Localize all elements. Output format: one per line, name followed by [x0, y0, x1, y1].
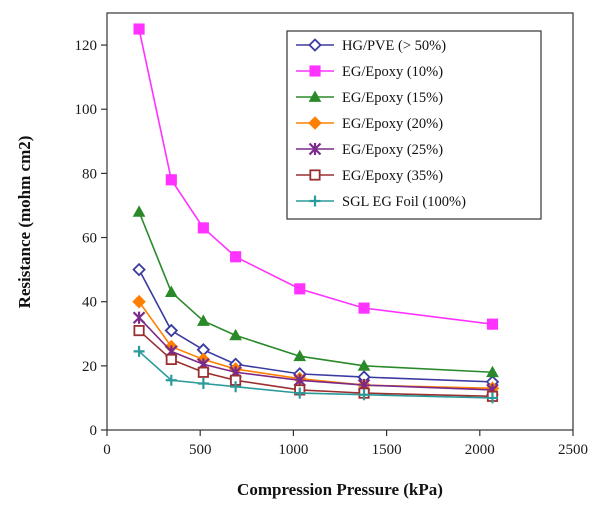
data-point — [164, 323, 179, 338]
data-point — [165, 353, 177, 366]
data-point — [486, 365, 499, 378]
series — [132, 205, 499, 378]
legend-item: EG/Epoxy (25%) — [296, 142, 443, 158]
data-point — [308, 38, 322, 52]
y-tick-label: 60 — [82, 231, 97, 247]
asterisk-strokes — [132, 311, 146, 325]
x-tick-label: 0 — [103, 442, 111, 458]
legend-label: EG/Epoxy (35%) — [342, 168, 443, 184]
data-point — [308, 142, 322, 156]
data-point — [309, 65, 321, 77]
x-tick-label: 2000 — [465, 442, 495, 458]
data-point — [132, 262, 146, 277]
data-point — [197, 366, 209, 378]
y-tick-label: 80 — [82, 166, 97, 182]
legend-label: EG/Epoxy (25%) — [342, 142, 443, 158]
y-axis-title: Resistance (mohm cm2) — [15, 136, 34, 309]
data-point — [197, 377, 209, 389]
data-point — [132, 205, 146, 217]
y-tick-label: 0 — [90, 423, 98, 439]
series — [133, 345, 498, 404]
x-tick-label: 2500 — [558, 442, 588, 458]
data-point — [164, 285, 178, 297]
legend-item: EG/Epoxy (10%) — [296, 64, 443, 80]
legend-item: EG/Epoxy (20%) — [296, 116, 443, 132]
data-point — [230, 381, 242, 393]
data-point — [165, 174, 177, 186]
data-point — [308, 116, 322, 130]
x-axis-title: Compression Pressure (kPa) — [237, 480, 443, 499]
legend-label: HG/PVE (> 50%) — [342, 38, 446, 54]
data-point — [309, 169, 321, 181]
legend-item: EG/Epoxy (35%) — [296, 168, 443, 184]
legend-label: EG/Epoxy (20%) — [342, 116, 443, 132]
series — [133, 23, 499, 330]
data-point — [133, 23, 145, 35]
x-tick-label: 500 — [189, 442, 212, 458]
series-layer — [132, 23, 500, 404]
data-point — [357, 359, 371, 371]
y-tick-label: 20 — [82, 359, 97, 375]
data-point — [294, 387, 306, 399]
legend-label: EG/Epoxy (10%) — [342, 64, 443, 80]
data-point — [308, 90, 322, 102]
data-point — [132, 294, 146, 309]
data-point — [294, 283, 306, 295]
legend-label: SGL EG Foil (100%) — [342, 194, 466, 210]
data-point — [133, 324, 145, 337]
y-tick-label: 100 — [75, 102, 98, 118]
data-point — [197, 314, 210, 326]
data-point — [293, 349, 307, 362]
y-tick-label: 120 — [75, 38, 98, 54]
data-point — [230, 251, 242, 263]
x-tick-label: 1000 — [278, 442, 308, 458]
data-point — [165, 374, 177, 386]
legend-box — [286, 30, 542, 220]
legend-item: SGL EG Foil (100%) — [296, 194, 466, 210]
legend: HG/PVE (> 50%) EG/Epoxy (10%) EG/Epoxy (15… — [286, 30, 542, 220]
asterisk-strokes — [308, 142, 322, 156]
x-tick-label: 1500 — [372, 442, 402, 458]
legend-item: EG/Epoxy (15%) — [296, 90, 443, 106]
data-point — [358, 302, 370, 314]
y-tick-label: 40 — [82, 295, 97, 311]
legend-label: EG/Epoxy (15%) — [342, 90, 443, 106]
data-point — [309, 195, 321, 207]
asterisk-strokes — [293, 374, 307, 387]
data-point — [133, 345, 145, 357]
data-point — [197, 222, 209, 234]
data-point — [486, 392, 498, 404]
data-point — [132, 311, 146, 325]
data-point — [358, 389, 370, 401]
data-point — [293, 374, 307, 387]
axes: 0 500 1000 1500 2000 2500 0 20 40 60 80 100 120 — [75, 38, 589, 458]
data-point — [229, 328, 242, 341]
legend-item: HG/PVE (> 50%) — [296, 38, 446, 54]
data-point — [486, 318, 499, 330]
